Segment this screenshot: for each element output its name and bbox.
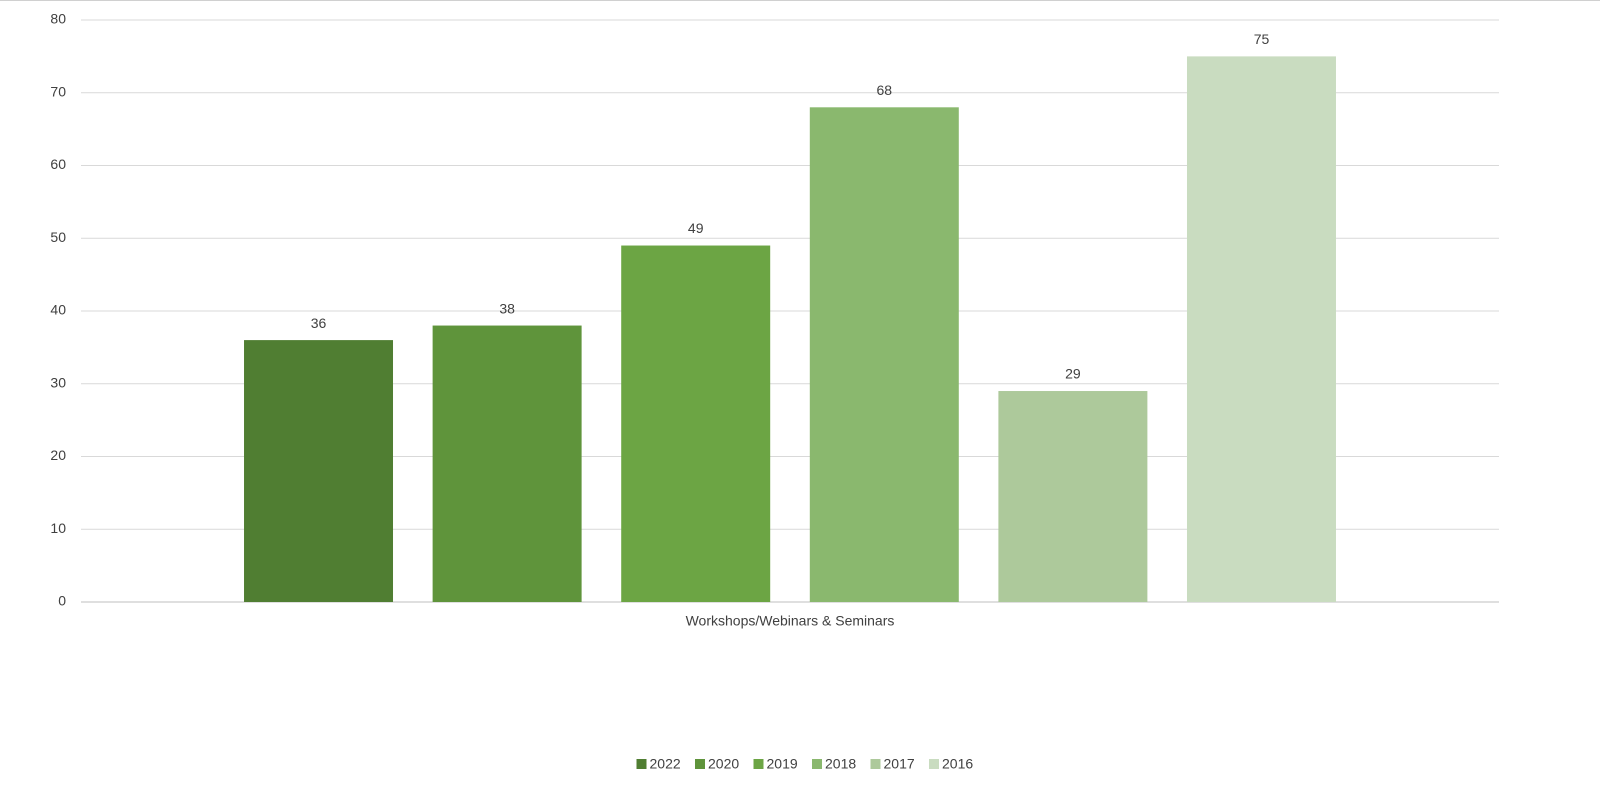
x-tick-label: Workshops/Webinars & Seminars: [686, 613, 895, 629]
y-tick-label: 70: [50, 83, 66, 99]
legend-swatch: [636, 759, 647, 769]
legend-label: 2019: [767, 756, 798, 772]
bar: [809, 107, 959, 603]
y-tick-label: 20: [50, 447, 66, 463]
data-label: 36: [311, 315, 327, 331]
bar: [1186, 56, 1336, 602]
bar: [432, 325, 582, 602]
data-label: 68: [877, 82, 893, 98]
y-tick-label: 50: [50, 229, 66, 245]
legend-swatch: [753, 759, 764, 769]
y-tick-label: 30: [50, 374, 66, 390]
legend-label: 2017: [884, 756, 915, 772]
data-label: 75: [1254, 31, 1270, 47]
bar: [998, 391, 1148, 602]
y-tick-label: 60: [50, 156, 66, 172]
legend-swatch: [812, 759, 822, 769]
y-tick-label: 10: [50, 520, 66, 536]
data-label: 49: [688, 220, 704, 236]
y-tick-label: 80: [50, 11, 66, 27]
legend-swatch: [870, 759, 881, 769]
legend-label: 2020: [708, 756, 739, 772]
legend-swatch: [929, 759, 939, 769]
y-tick-label: 40: [50, 302, 66, 318]
bar: [244, 340, 394, 602]
legend-label: 2022: [650, 756, 681, 772]
bar: [621, 245, 771, 602]
legend-label: 2018: [825, 756, 856, 772]
y-tick-label: 0: [58, 593, 66, 609]
data-label: 38: [499, 300, 515, 316]
legend-swatch: [695, 759, 705, 769]
legend-label: 2016: [942, 756, 973, 772]
data-label: 29: [1065, 366, 1081, 382]
